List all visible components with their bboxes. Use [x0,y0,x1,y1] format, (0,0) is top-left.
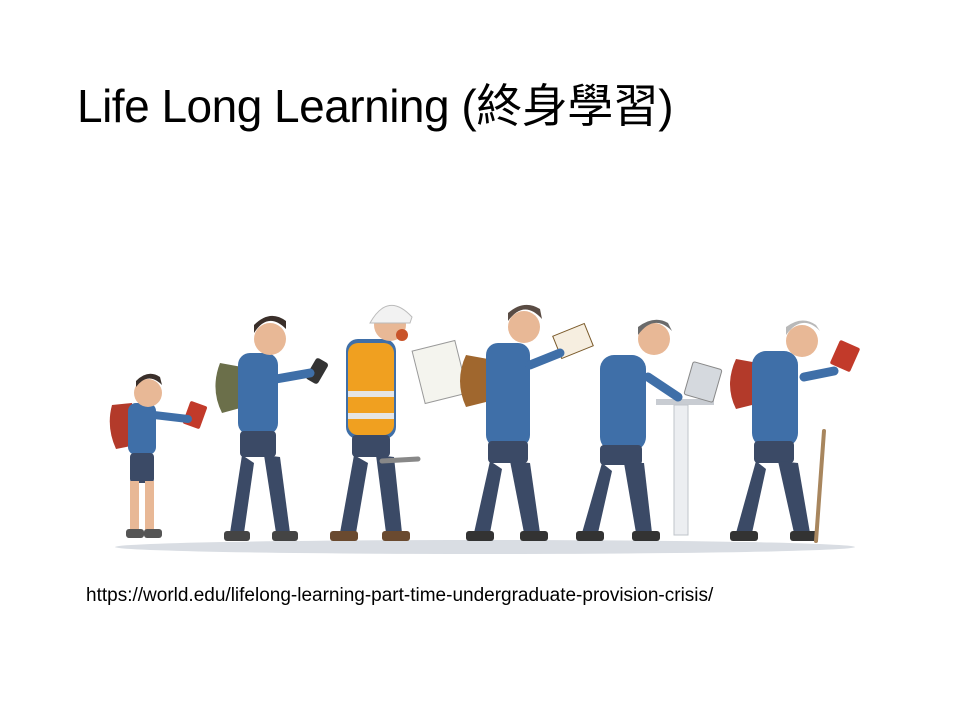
source-url[interactable]: https://world.edu/lifelong-learning-part… [86,585,714,606]
lifelong-learning-people-illustration-icon [100,295,870,557]
adult-reader-figure [460,304,594,541]
slide-title: Life Long Learning (終身學習) [77,80,674,132]
elderly-figure [730,320,860,543]
teen-figure [215,315,328,541]
child-figure [109,373,207,538]
ground-shadow [115,540,855,554]
worker-figure [330,305,469,541]
laptop-user-figure [576,319,723,541]
